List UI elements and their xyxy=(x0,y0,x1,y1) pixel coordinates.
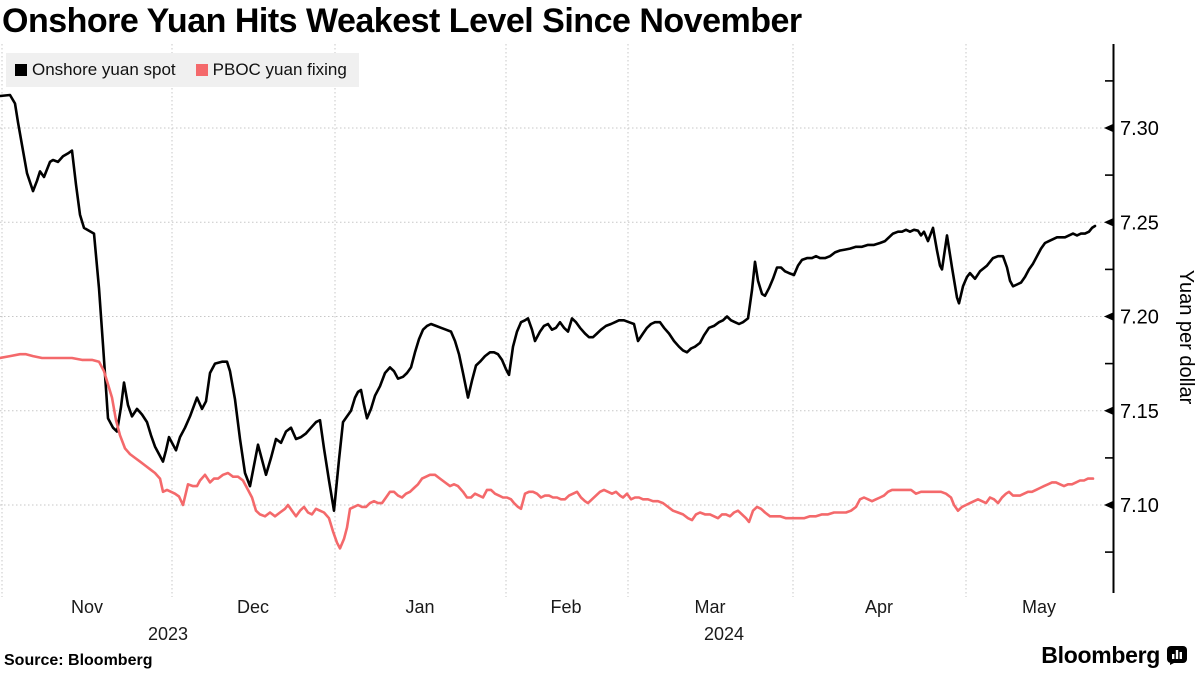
x-month-label: Nov xyxy=(71,597,103,617)
y-axis-major-tick xyxy=(1104,406,1114,416)
x-month-label: Apr xyxy=(865,597,893,617)
page-title: Onshore Yuan Hits Weakest Level Since No… xyxy=(2,2,802,40)
fixing-legend-label: PBOC yuan fixing xyxy=(212,60,347,79)
y-axis-major-tick xyxy=(1104,312,1114,321)
legend-item-spot: Onshore yuan spot xyxy=(15,60,176,80)
y-axis-major-tick xyxy=(1104,123,1114,133)
y-tick-label: 7.10 xyxy=(1120,495,1159,517)
y-tick-label: 7.20 xyxy=(1120,307,1159,329)
x-month-label: Dec xyxy=(237,597,269,617)
bloomberg-wordmark: Bloomberg xyxy=(1041,642,1160,668)
fixing-line-series xyxy=(0,352,1095,550)
legend-item-fixing: PBOC yuan fixing xyxy=(195,60,347,80)
x-month-label: Jan xyxy=(405,597,434,617)
y-axis-major-tick xyxy=(1104,500,1114,510)
x-month-label: Feb xyxy=(550,597,581,617)
spot-line-series xyxy=(0,93,1097,513)
y-axis-major-tick xyxy=(1104,217,1114,227)
bloomberg-terminal-icon xyxy=(1167,646,1187,665)
chart-legend: Onshore yuan spot PBOC yuan fixing xyxy=(6,53,359,87)
y-tick-label: 7.25 xyxy=(1120,212,1159,234)
x-month-label: Mar xyxy=(695,597,726,617)
source-note: Source: Bloomberg xyxy=(4,652,153,669)
spot-legend-swatch xyxy=(15,64,27,76)
x-year-label: 2024 xyxy=(704,624,744,644)
y-tick-label: 7.15 xyxy=(1120,401,1159,423)
x-month-label: May xyxy=(1022,597,1056,617)
bloomberg-branding: Bloomberg xyxy=(1041,642,1187,669)
y-axis-title: Yuan per dollar xyxy=(1175,270,1197,405)
fixing-legend-swatch xyxy=(195,64,208,76)
spot-legend-label: Onshore yuan spot xyxy=(32,60,176,79)
y-tick-label: 7.30 xyxy=(1120,118,1159,140)
x-year-label: 2023 xyxy=(148,624,188,644)
